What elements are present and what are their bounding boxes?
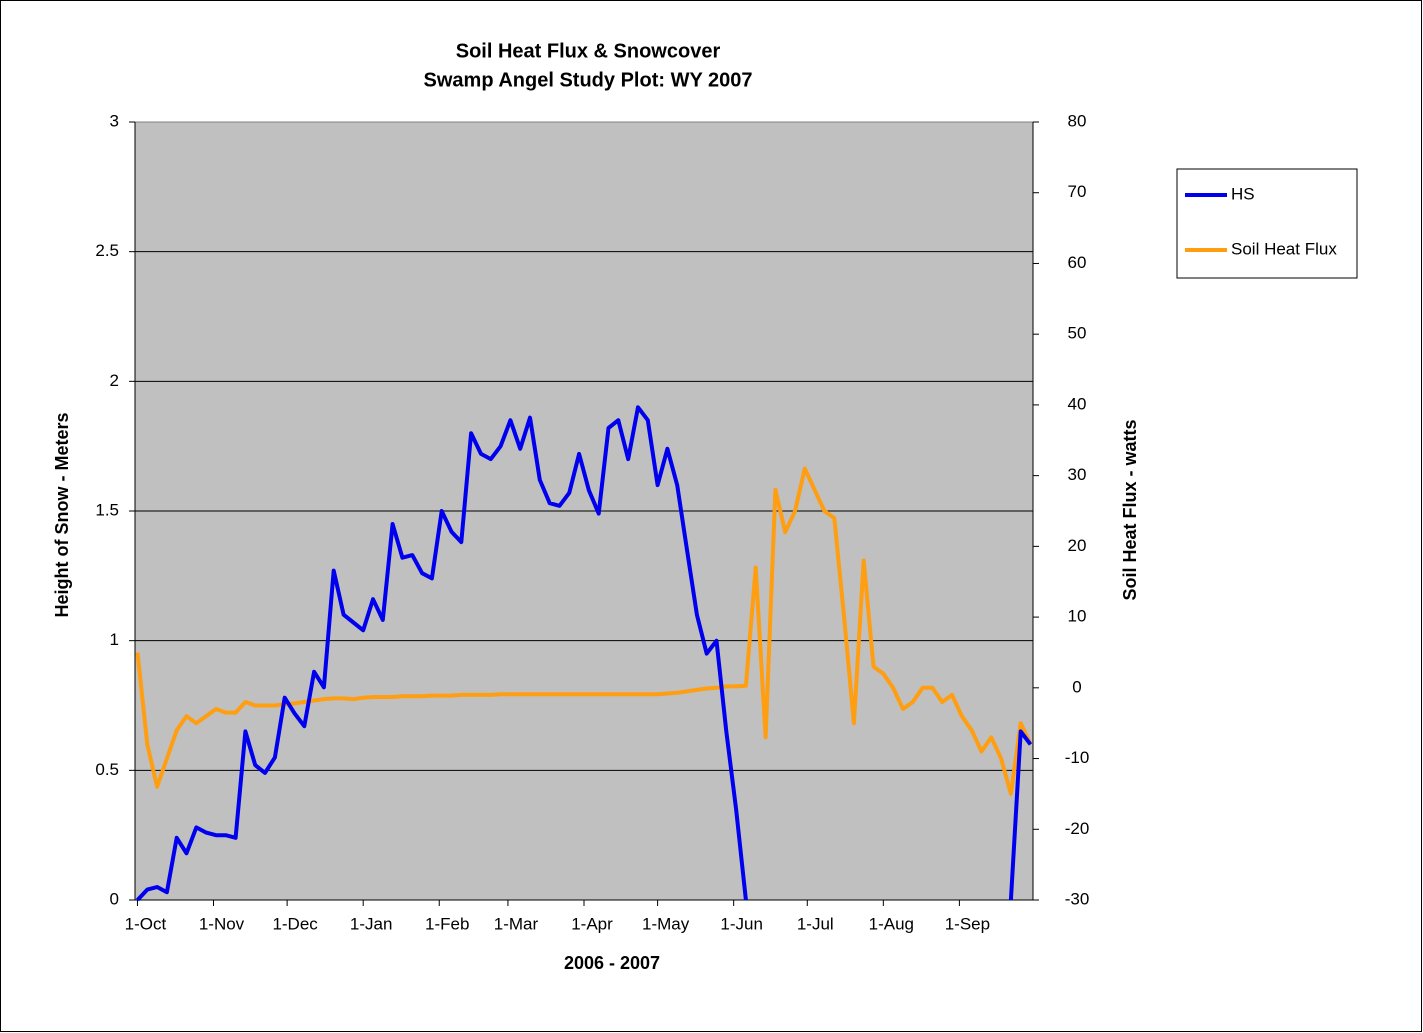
x-axis-label: 2006 - 2007 xyxy=(564,953,660,973)
y2-tick-label: -30 xyxy=(1065,889,1090,908)
y2-tick-label: 40 xyxy=(1068,394,1087,413)
x-tick-label: 1-Aug xyxy=(869,914,914,933)
x-tick-label: 1-Jun xyxy=(720,914,763,933)
x-tick-label: 1-Sep xyxy=(945,914,990,933)
legend-label: HS xyxy=(1231,184,1255,203)
y2-tick-label: -10 xyxy=(1065,748,1090,767)
x-tick-label: 1-Oct xyxy=(125,914,167,933)
y2-tick-label: 60 xyxy=(1068,253,1087,272)
x-tick-label: 1-Dec xyxy=(272,914,318,933)
y-tick-label: 2 xyxy=(110,371,119,390)
y2-tick-label: 20 xyxy=(1068,536,1087,555)
y2-axis-label: Soil Heat Flux - watts xyxy=(1120,419,1140,600)
x-tick-label: 1-Apr xyxy=(571,914,613,933)
y2-tick-label: 50 xyxy=(1068,324,1087,343)
y2-tick-label: 80 xyxy=(1068,111,1087,130)
y-tick-label: 3 xyxy=(110,111,119,130)
y2-tick-label: -20 xyxy=(1065,819,1090,838)
chart-subtitle: Swamp Angel Study Plot: WY 2007 xyxy=(424,69,753,91)
y2-tick-label: 10 xyxy=(1068,607,1087,626)
x-tick-label: 1-Jul xyxy=(797,914,834,933)
y-tick-label: 2.5 xyxy=(95,241,119,260)
x-tick-label: 1-Mar xyxy=(494,914,539,933)
x-tick-label: 1-Nov xyxy=(199,914,245,933)
y-tick-label: 0.5 xyxy=(95,760,119,779)
x-tick-label: 1-May xyxy=(642,914,690,933)
y2-tick-label: 0 xyxy=(1072,677,1081,696)
y-axis-label: Height of Snow - Meters xyxy=(52,412,72,617)
series-line xyxy=(136,405,1033,902)
y-tick-label: 1.5 xyxy=(95,500,119,519)
y-tick-label: 0 xyxy=(110,889,119,908)
legend-label: Soil Heat Flux xyxy=(1231,239,1337,258)
y-tick-label: 1 xyxy=(110,630,119,649)
y2-tick-label: 70 xyxy=(1068,182,1087,201)
x-tick-label: 1-Feb xyxy=(425,914,469,933)
legend xyxy=(1176,168,1358,279)
chart-title: Soil Heat Flux & Snowcover xyxy=(456,40,721,62)
x-tick-label: 1-Jan xyxy=(350,914,393,933)
y2-tick-label: 30 xyxy=(1068,465,1087,484)
